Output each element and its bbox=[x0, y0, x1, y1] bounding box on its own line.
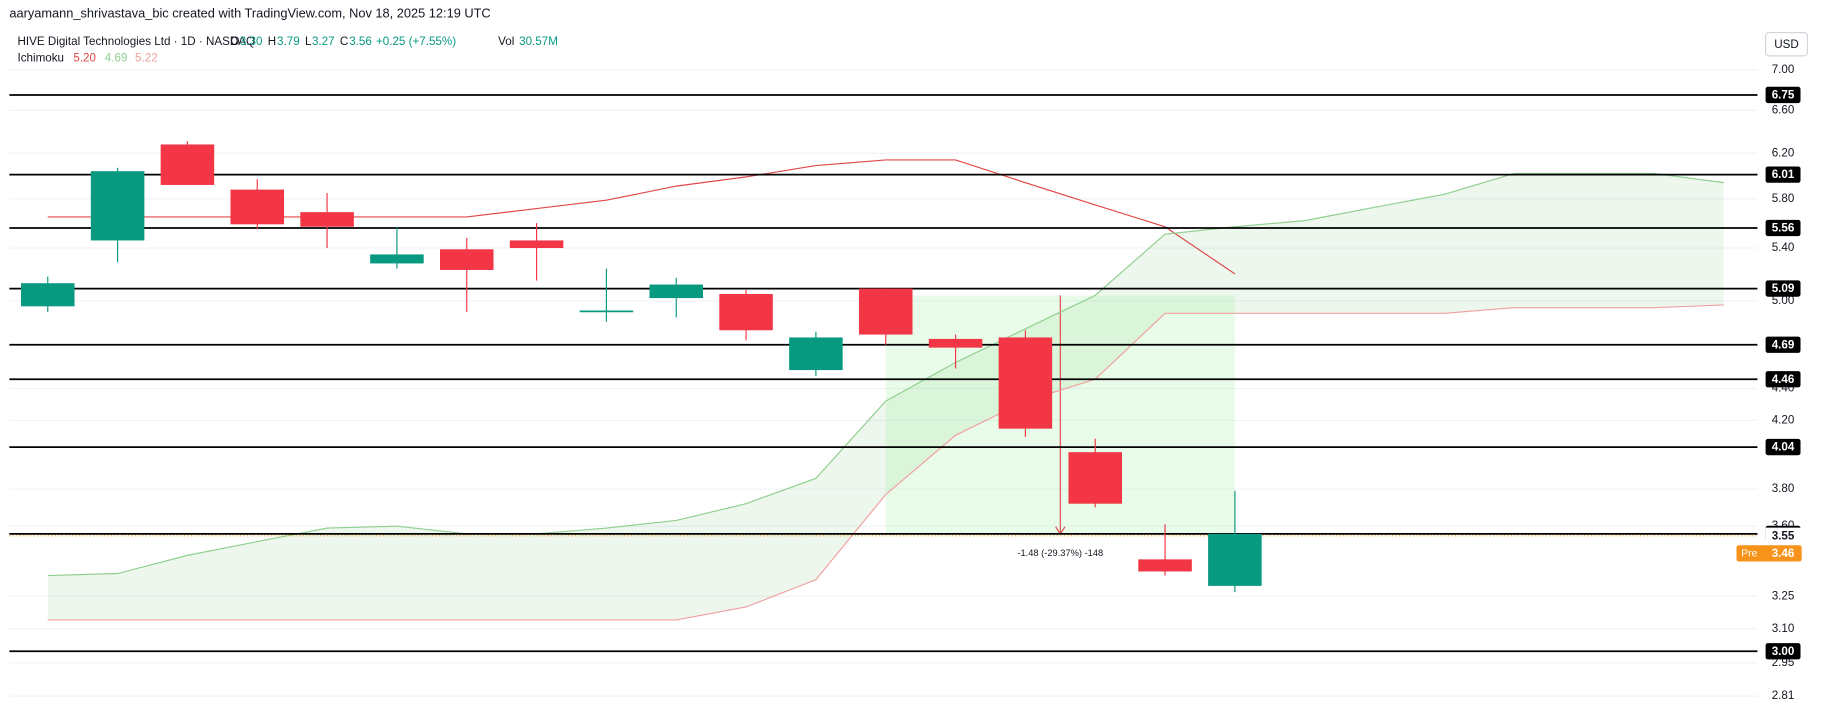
candle-body bbox=[230, 189, 285, 225]
level-label: 4.04 bbox=[1772, 441, 1795, 454]
level-label: 4.69 bbox=[1772, 338, 1795, 351]
candle-body bbox=[579, 310, 634, 313]
indicator-value: 4.69 bbox=[105, 51, 128, 64]
indicator-name: Ichimoku bbox=[18, 51, 65, 64]
level-label: 6.01 bbox=[1772, 168, 1795, 181]
y-tick-label: 5.00 bbox=[1772, 294, 1795, 307]
legend-value: 3.30 bbox=[240, 35, 263, 48]
level-label: 5.09 bbox=[1772, 282, 1795, 295]
candle-body bbox=[1068, 452, 1122, 504]
cloud-fill bbox=[47, 173, 1724, 620]
candle-body bbox=[789, 337, 843, 371]
level-badge bbox=[1765, 371, 1801, 388]
legend-key: Vol bbox=[498, 35, 514, 48]
level-label: 5.56 bbox=[1772, 222, 1795, 235]
candle-body bbox=[20, 283, 75, 307]
candle-body bbox=[719, 293, 773, 331]
price-badge bbox=[1765, 527, 1801, 544]
indicator-value: 5.20 bbox=[73, 51, 96, 64]
legend-value: 3.27 bbox=[312, 35, 335, 48]
candle-body bbox=[998, 337, 1053, 429]
candle-body bbox=[300, 212, 354, 227]
level-badge bbox=[1765, 336, 1801, 353]
credit: aaryamann_shrivastava_bic created with T… bbox=[9, 5, 490, 20]
currency[interactable]: USD bbox=[1774, 38, 1799, 51]
symbol: HIVE Digital Technologies Ltd · 1D · NAS… bbox=[18, 35, 256, 48]
ichimoku-line bbox=[47, 172, 1724, 577]
price-label: 3.55 bbox=[1772, 529, 1795, 542]
y-tick-label: 6.60 bbox=[1772, 103, 1795, 116]
level-badge bbox=[1765, 166, 1801, 183]
y-tick-label: 5.40 bbox=[1772, 241, 1795, 254]
premarket-tag: Pre bbox=[1741, 549, 1757, 560]
level-badge bbox=[1765, 438, 1801, 456]
y-tick-label: 3.25 bbox=[1772, 589, 1795, 602]
ichimoku-line bbox=[47, 304, 1724, 621]
candle-body bbox=[509, 240, 564, 249]
candle-body bbox=[439, 249, 494, 270]
legend-value: 3.79 bbox=[277, 35, 300, 48]
level-badge bbox=[1765, 643, 1801, 660]
candle-body bbox=[928, 338, 983, 348]
y-tick-label: 2.81 bbox=[1772, 689, 1795, 702]
candle-body bbox=[370, 254, 424, 264]
indicator-value: 5.22 bbox=[135, 51, 158, 64]
premarket-badge bbox=[1736, 545, 1802, 562]
candle-body bbox=[1208, 533, 1262, 586]
y-tick-label: 3.10 bbox=[1772, 622, 1795, 635]
y-tick-label: 3.80 bbox=[1772, 482, 1795, 495]
candle-body bbox=[160, 144, 215, 185]
legend-value: 30.57M bbox=[519, 35, 558, 48]
legend-key: O bbox=[230, 35, 239, 48]
legend-key: C bbox=[340, 35, 348, 48]
y-tick-label: 5.80 bbox=[1772, 192, 1795, 205]
candle-body bbox=[649, 284, 704, 299]
candle-body bbox=[1138, 559, 1192, 572]
legend-key: H bbox=[268, 35, 276, 48]
legend-value: 3.56 bbox=[349, 35, 372, 48]
level-badge bbox=[1765, 86, 1801, 104]
y-tick-label: 6.20 bbox=[1772, 146, 1795, 159]
currency-button[interactable] bbox=[1765, 32, 1809, 57]
legend-key: L bbox=[305, 35, 312, 48]
y-tick-label: 4.20 bbox=[1772, 414, 1795, 427]
premarket-label: 3.46 bbox=[1772, 547, 1795, 560]
measure-label: -1.48 (-29.37%) -148 bbox=[1017, 548, 1103, 558]
legend-change: +0.25 (+7.55%) bbox=[376, 35, 456, 48]
candle-body bbox=[90, 171, 145, 241]
level-label: 4.46 bbox=[1772, 373, 1795, 386]
level-badge bbox=[1765, 280, 1801, 297]
level-badge bbox=[1765, 219, 1801, 237]
level-label: 6.75 bbox=[1772, 89, 1795, 102]
level-label: 3.00 bbox=[1772, 645, 1795, 658]
candle-body bbox=[858, 288, 913, 335]
y-tick-label: 7.00 bbox=[1772, 63, 1795, 76]
